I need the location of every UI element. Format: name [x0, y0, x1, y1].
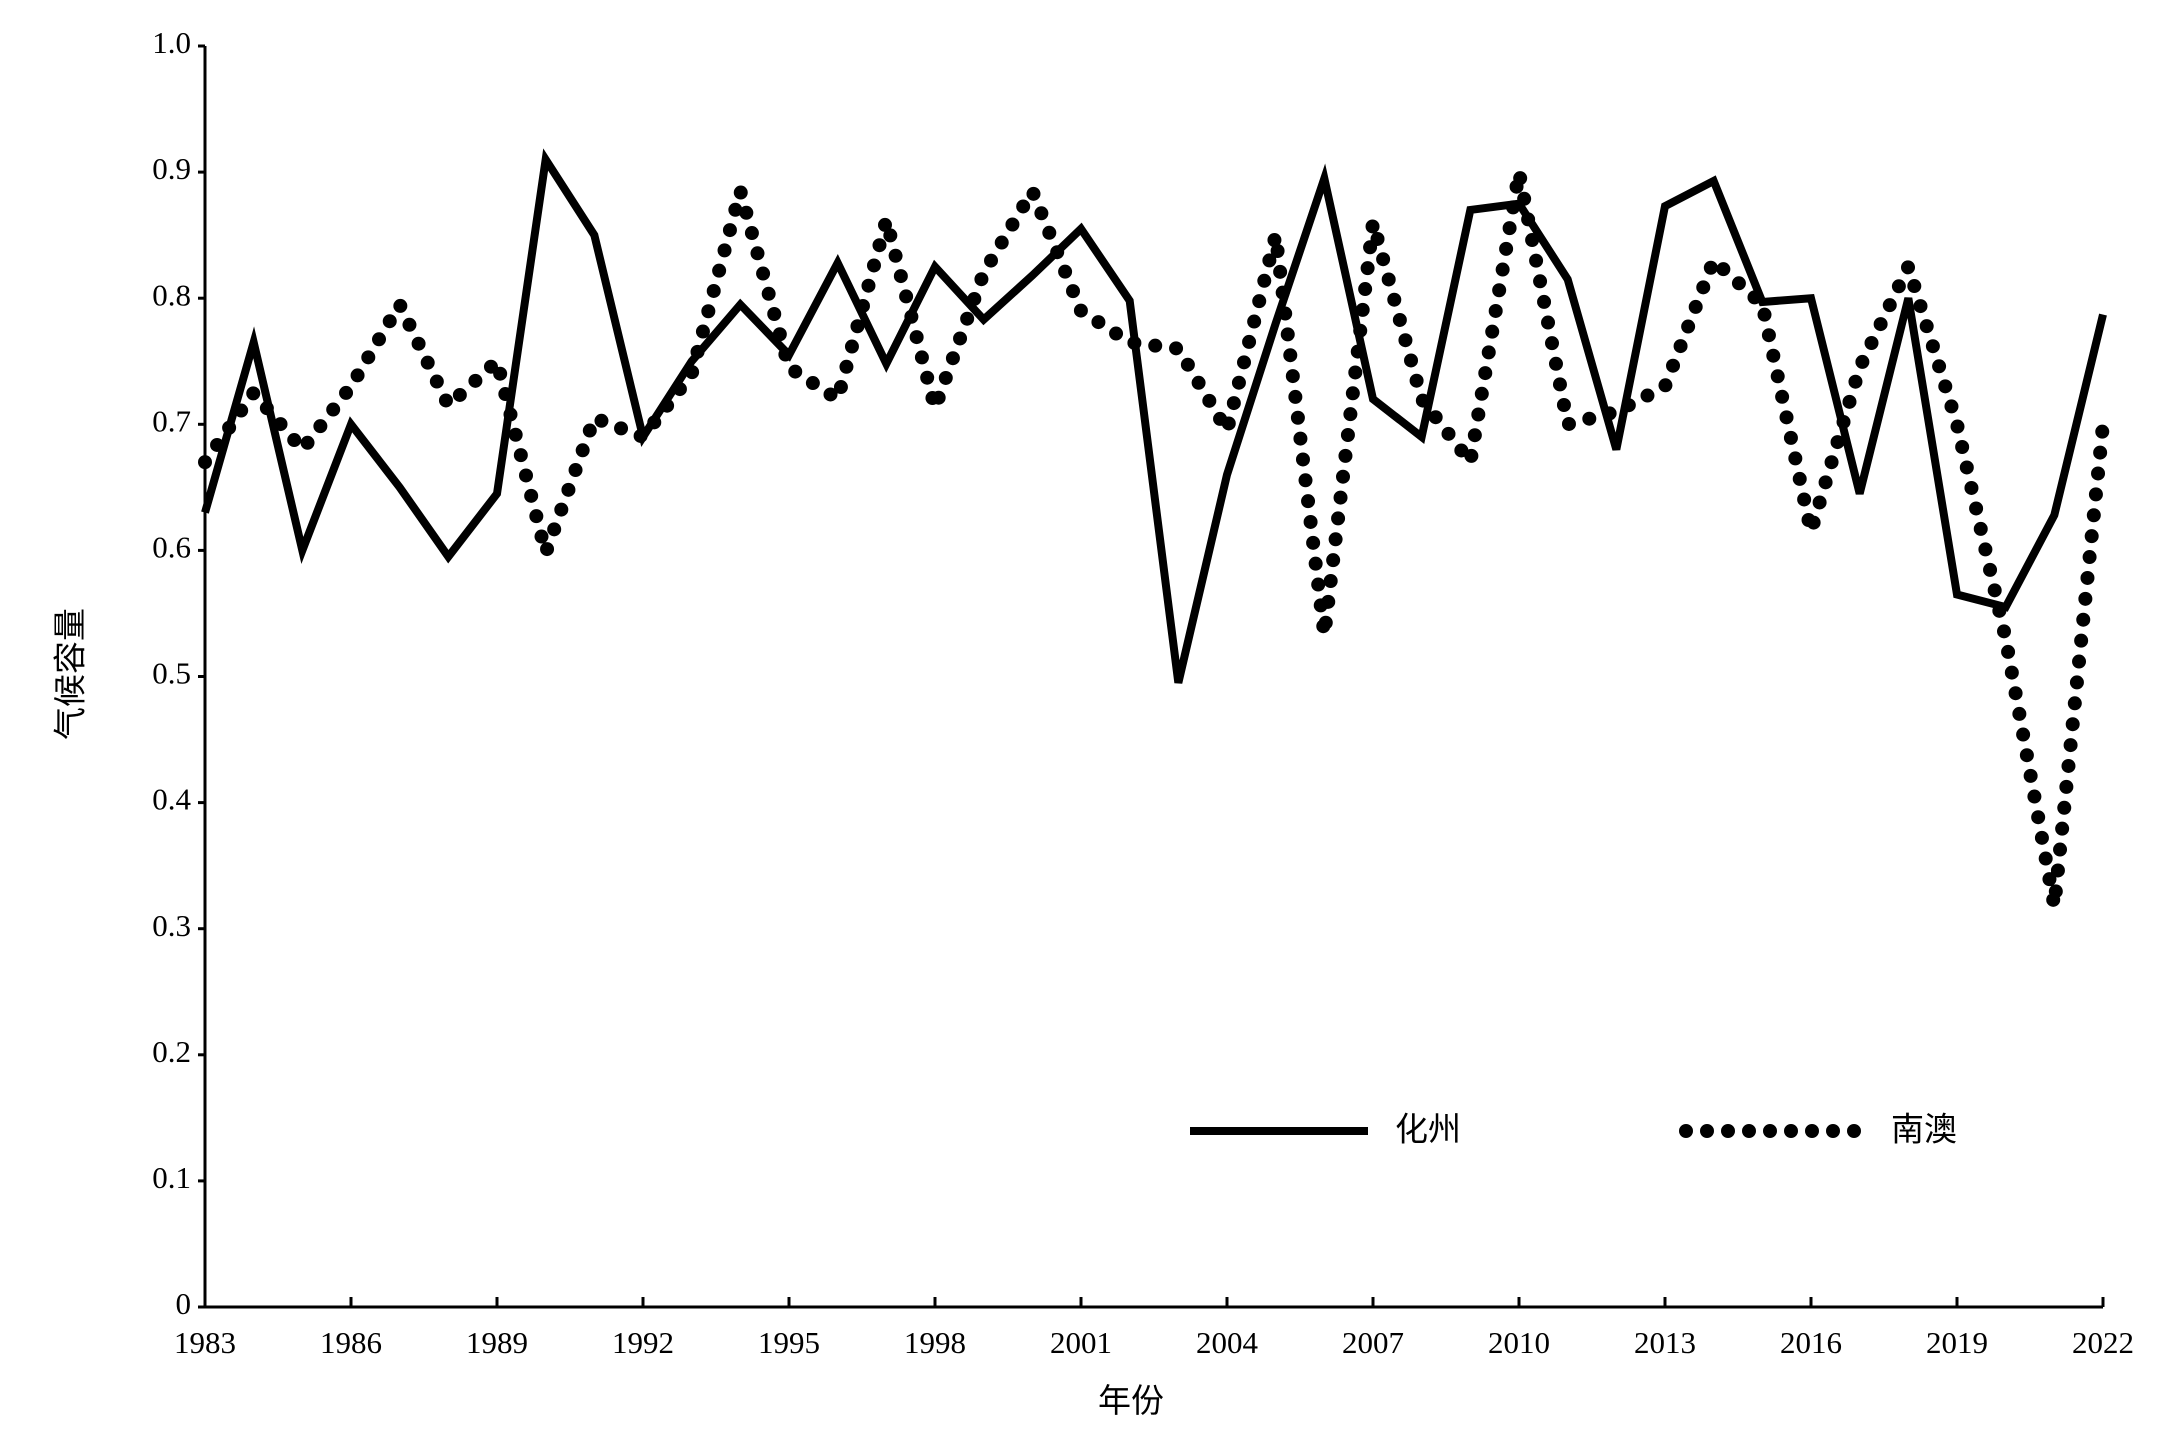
x-tick-label: 1998: [904, 1325, 966, 1360]
series-line: [201, 148, 2107, 684]
x-tick-label: 2013: [1634, 1325, 1696, 1360]
x-tick-label: 2019: [1926, 1325, 1988, 1360]
y-axis-label: 气候容量: [51, 608, 90, 740]
y-tick-label: 0.4: [152, 782, 191, 817]
legend-label: 化州: [1395, 1110, 1461, 1149]
y-tick-label: 1.0: [152, 25, 191, 60]
y-tick-label: 0.9: [152, 151, 191, 186]
x-tick-label: 2010: [1488, 1325, 1550, 1360]
series-line: [198, 164, 2110, 908]
x-tick-label: 1986: [320, 1325, 382, 1360]
y-tick-label: 0: [176, 1286, 192, 1321]
x-tick-label: 2022: [2072, 1325, 2134, 1360]
y-tick-label: 0.3: [152, 908, 191, 943]
x-axis-label: 年份: [1098, 1381, 1164, 1420]
x-tick-label: 2016: [1780, 1325, 1842, 1360]
y-tick-label: 0.5: [152, 656, 191, 691]
x-tick-label: 2001: [1050, 1325, 1112, 1360]
x-tick-label: 2004: [1196, 1325, 1259, 1360]
y-tick-label: 0.1: [152, 1160, 191, 1195]
x-tick-label: 1995: [758, 1325, 820, 1360]
x-tick-label: 2007: [1342, 1325, 1404, 1360]
y-tick-label: 0.2: [152, 1034, 191, 1069]
x-tick-label: 1983: [174, 1325, 236, 1360]
y-tick-label: 0.7: [152, 403, 191, 438]
x-tick-label: 1992: [612, 1325, 674, 1360]
y-tick-label: 0.8: [152, 277, 191, 312]
y-tick-label: 0.6: [152, 530, 191, 565]
legend-label: 南澳: [1891, 1110, 1957, 1149]
x-tick-label: 1989: [466, 1325, 528, 1360]
